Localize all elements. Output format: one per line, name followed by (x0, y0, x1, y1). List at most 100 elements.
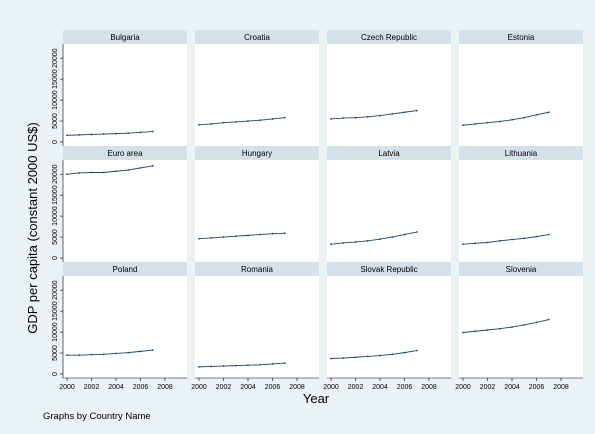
data-point (415, 349, 418, 352)
plot-region (327, 44, 451, 146)
data-point (403, 351, 406, 354)
x-tick-label: 2008 (289, 384, 305, 391)
y-tick-label: 10000 (52, 90, 59, 110)
data-point (78, 133, 81, 136)
data-point (523, 116, 526, 119)
y-tick-label: 15000 (52, 185, 59, 205)
data-point (391, 113, 394, 115)
panel-strip (327, 146, 451, 160)
panel-slovenia: Slovenia 2000 2002 2004 2006 2008 (455, 262, 583, 391)
panel-title: Slovenia (506, 265, 537, 274)
data-point (283, 116, 286, 119)
y-tick-label: 0 (52, 372, 59, 376)
data-point (247, 234, 249, 237)
data-point (366, 115, 369, 118)
plot-region (195, 276, 319, 378)
x-tick-label: 2006 (529, 384, 545, 391)
panel-lithuania: Lithuania (459, 146, 583, 262)
y-tick-label: 10000 (52, 206, 59, 226)
series-line (330, 110, 417, 120)
data-point (259, 119, 262, 122)
data-point (210, 236, 213, 239)
data-point (379, 354, 381, 357)
data-point (498, 327, 501, 330)
panel-title: Bulgaria (110, 33, 140, 42)
data-point (486, 241, 489, 244)
x-tick-label: 2002 (480, 384, 496, 391)
x-tick-label: 2000 (323, 384, 339, 391)
x-tick-label: 2004 (372, 384, 388, 391)
x-tick-label: 2006 (133, 384, 149, 391)
data-point (139, 167, 142, 169)
data-point (210, 123, 213, 125)
panel-latvia: Latvia (327, 146, 451, 262)
panel-strip (459, 262, 583, 276)
data-point (234, 364, 237, 367)
x-tick-label: 2004 (240, 384, 256, 391)
data-point (115, 170, 117, 173)
plot-region (459, 160, 583, 262)
data-point (198, 123, 200, 126)
data-point (283, 362, 286, 365)
data-point (283, 232, 286, 235)
data-point (391, 236, 394, 238)
data-point (462, 331, 464, 334)
panel-title: Poland (113, 265, 138, 274)
x-tick-label: 2008 (157, 384, 173, 391)
panel-strip (195, 30, 319, 44)
data-point (127, 351, 130, 354)
data-point (535, 321, 538, 324)
y-tick-label: 5000 (52, 229, 59, 245)
y-tick-label: 0 (52, 256, 59, 260)
series-line (66, 131, 153, 136)
panel-strip (459, 146, 583, 160)
data-point (523, 237, 526, 240)
data-point (547, 233, 550, 236)
panel-title: Romania (241, 265, 274, 274)
panel-title: Euro area (107, 149, 143, 158)
data-point (198, 365, 200, 368)
data-point (403, 233, 406, 236)
y-axis-title: GDP per capita (constant 2000 US$) (25, 122, 40, 334)
data-point (78, 354, 81, 357)
data-point (415, 109, 418, 112)
data-point (462, 243, 464, 246)
data-point (259, 233, 262, 236)
panel-estonia: Estonia (459, 30, 583, 146)
series-line (67, 349, 153, 356)
data-point (127, 169, 130, 171)
data-point (139, 350, 142, 353)
data-point (403, 111, 406, 114)
data-point (474, 123, 477, 125)
data-point (78, 172, 81, 174)
y-tick-label: 20000 (52, 48, 59, 68)
data-point (139, 131, 142, 134)
y-tick-label: 15000 (52, 69, 59, 89)
data-point (486, 121, 489, 124)
data-point (222, 365, 225, 367)
panel-title: Latvia (378, 149, 400, 158)
data-point (151, 164, 154, 167)
plot-region (459, 276, 583, 378)
data-point (474, 330, 477, 333)
panel-croatia: Croatia (195, 30, 319, 146)
panel-strip (63, 30, 187, 44)
x-tick-label: 2002 (216, 384, 232, 391)
data-point (210, 365, 213, 368)
panel-title: Lithuania (505, 149, 538, 158)
data-point (354, 116, 357, 119)
data-point (151, 349, 154, 352)
panel-strip (195, 262, 319, 276)
data-point (474, 242, 477, 245)
x-tick-label: 2004 (504, 384, 520, 391)
data-point (342, 357, 345, 359)
series-line (198, 117, 285, 126)
data-point (234, 235, 237, 238)
data-point (462, 124, 464, 127)
data-point (535, 235, 538, 238)
data-point (366, 355, 369, 358)
series-line (198, 232, 285, 240)
